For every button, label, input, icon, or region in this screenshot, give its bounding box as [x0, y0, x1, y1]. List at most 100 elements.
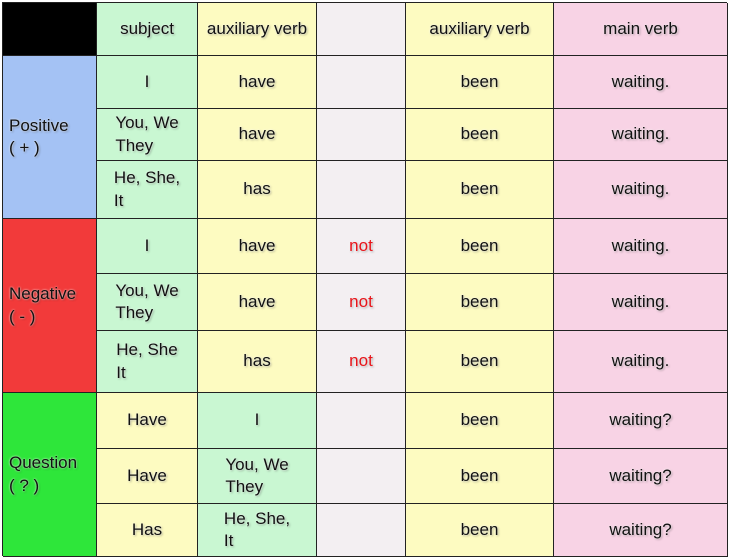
cell-text: subject [120, 18, 174, 38]
table-cell: been [406, 219, 554, 274]
table-cell: You, We They [97, 109, 198, 161]
cell-text: waiting? [609, 465, 672, 485]
table-cell: waiting? [554, 449, 728, 504]
cell-text: auxiliary verb [429, 18, 530, 38]
cell-text: waiting. [611, 351, 670, 371]
table-cell: have [198, 219, 317, 274]
cell-text: waiting. [611, 235, 670, 255]
table-cell: been [406, 331, 554, 393]
table-cell: Have [97, 449, 198, 504]
cell-text: He, She It [116, 340, 178, 382]
cell-text: main verb [603, 18, 678, 38]
table-cell: He, She, It [97, 161, 198, 219]
table-cell: waiting? [554, 504, 728, 557]
table-cell: has [198, 331, 317, 393]
cell-text: waiting. [611, 124, 670, 144]
cell-text: have [238, 71, 276, 91]
table-cell: have [198, 274, 317, 331]
cell-text: been [460, 124, 499, 144]
cell-text: been [460, 465, 499, 485]
table-cell: waiting. [554, 56, 728, 109]
cell-text: You, We They [115, 113, 179, 155]
cell-text: waiting? [609, 519, 672, 539]
table-cell [317, 56, 406, 109]
cell-text: not [349, 351, 373, 371]
cell-text: have [238, 235, 276, 255]
cell-text: has [243, 351, 271, 371]
table-cell [317, 161, 406, 219]
cell-text: Have [127, 410, 167, 430]
cell-text: been [460, 351, 499, 371]
table-cell [317, 109, 406, 161]
cell-text: have [238, 124, 276, 144]
table-cell: He, She It [97, 331, 198, 393]
table-cell: Have [97, 393, 198, 449]
table-cell: You, We They [97, 274, 198, 331]
cell-text: been [460, 410, 499, 430]
cell-text: waiting. [611, 291, 670, 311]
cell-text: waiting. [611, 179, 670, 199]
table-cell [317, 3, 406, 56]
table-cell: waiting? [554, 393, 728, 449]
cell-text: He, She, It [113, 168, 181, 210]
table-cell: have [198, 109, 317, 161]
table-cell [317, 393, 406, 449]
cell-text: Have [127, 465, 167, 485]
table-cell: He, She, It [198, 504, 317, 557]
cell-text: Positive ( + ) [9, 115, 69, 157]
table-cell: Question ( ? ) [3, 393, 97, 557]
table-cell: I [97, 219, 198, 274]
cell-text: been [460, 71, 499, 91]
table-cell: waiting. [554, 274, 728, 331]
cell-text: He, She, It [223, 508, 291, 550]
cell-text: have [238, 291, 276, 311]
table-cell: been [406, 274, 554, 331]
cell-text: I [144, 235, 150, 255]
cell-text: I [254, 410, 260, 430]
table-cell [3, 3, 97, 56]
cell-text: been [460, 179, 499, 199]
table-cell: waiting. [554, 109, 728, 161]
table-cell [317, 449, 406, 504]
table-cell: have [198, 56, 317, 109]
cell-text: has [243, 179, 271, 199]
cell-text: Negative ( - ) [9, 284, 77, 326]
table-cell: been [406, 109, 554, 161]
cell-text: not [349, 235, 373, 255]
table-cell: You, We They [198, 449, 317, 504]
table-cell: waiting. [554, 219, 728, 274]
cell-text: Has [131, 519, 163, 539]
cell-text: waiting? [609, 410, 672, 430]
table-cell: Has [97, 504, 198, 557]
table-cell: auxiliary verb [406, 3, 554, 56]
cell-text: waiting. [611, 71, 670, 91]
cell-text: been [460, 235, 499, 255]
table-cell: I [97, 56, 198, 109]
cell-text: been [460, 291, 499, 311]
cell-text: You, We They [115, 280, 179, 322]
table-cell: been [406, 504, 554, 557]
table-cell: been [406, 449, 554, 504]
table-cell: waiting. [554, 331, 728, 393]
table-cell: waiting. [554, 161, 728, 219]
cell-text: Question ( ? ) [9, 453, 78, 495]
table-cell: not [317, 274, 406, 331]
table-cell: been [406, 393, 554, 449]
cell-text: I [144, 71, 150, 91]
table-cell: has [198, 161, 317, 219]
table-cell: main verb [554, 3, 728, 56]
table-cell: been [406, 161, 554, 219]
table-cell: I [198, 393, 317, 449]
table-cell: Negative ( - ) [3, 219, 97, 393]
cell-text: not [349, 291, 373, 311]
table-cell: Positive ( + ) [3, 56, 97, 219]
table-cell: been [406, 56, 554, 109]
cell-text: been [460, 519, 499, 539]
cell-text: auxiliary verb [206, 18, 308, 38]
table-cell [317, 504, 406, 557]
table-cell: auxiliary verb [198, 3, 317, 56]
cell-text: You, We They [225, 454, 289, 496]
table-cell: subject [97, 3, 198, 56]
table-cell: not [317, 331, 406, 393]
